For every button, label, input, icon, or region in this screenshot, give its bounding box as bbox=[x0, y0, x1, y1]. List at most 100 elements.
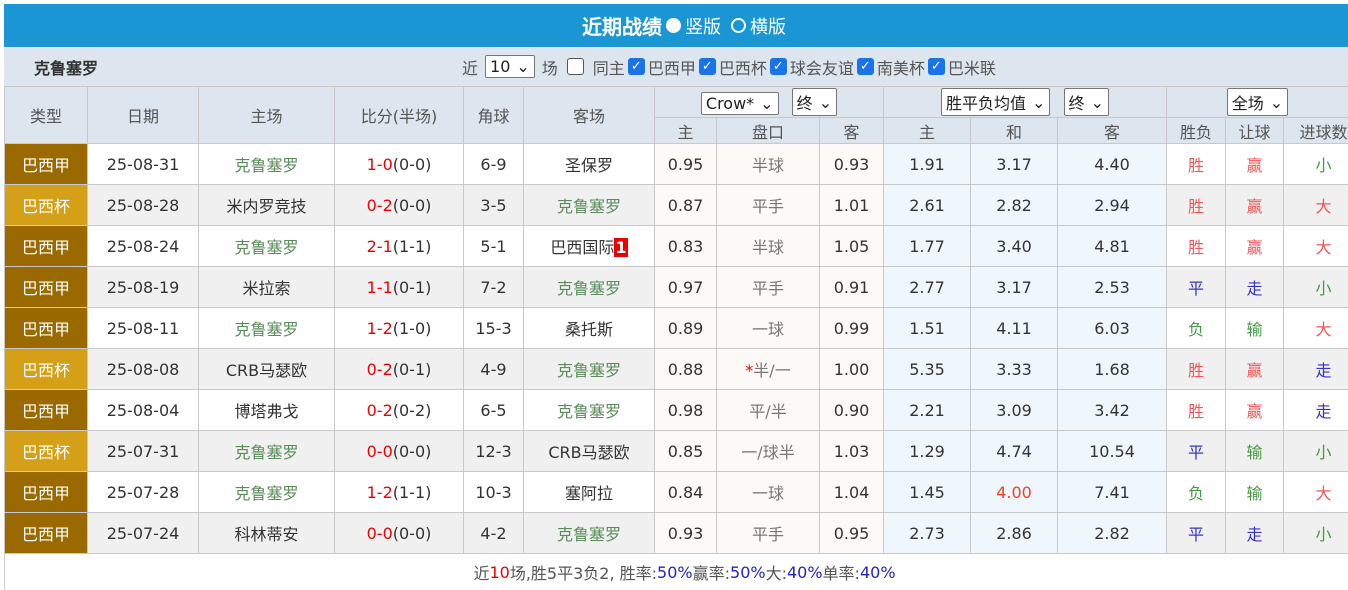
result-wl: 胜 bbox=[1167, 390, 1226, 431]
col-ox-home: 主 bbox=[884, 118, 971, 144]
col-ox-draw: 和 bbox=[971, 118, 1058, 144]
match-score: 0-0(0-0) bbox=[335, 431, 464, 472]
corner-score: 3-5 bbox=[464, 185, 524, 226]
period-select[interactable]: 全场 ⌄ bbox=[1227, 88, 1288, 116]
league-type: 巴西甲 bbox=[5, 144, 88, 185]
away-name: 巴西国际 bbox=[550, 238, 614, 257]
handicap-home-odds: 0.85 bbox=[655, 431, 717, 472]
chevron-down-icon: ⌄ bbox=[1270, 93, 1283, 112]
match-date: 25-08-31 bbox=[88, 144, 199, 185]
home-team: 克鲁塞罗 bbox=[199, 431, 335, 472]
recent-record-panel: 近期战绩 竖版 横版 克鲁塞罗 近 10⌄ 场 同主 ✓巴西甲✓巴西杯✓球会友谊… bbox=[4, 4, 1348, 590]
home-team: 米内罗竞技 bbox=[199, 185, 335, 226]
handicap-home-odds: 0.88 bbox=[655, 349, 717, 390]
result-handicap: 赢 bbox=[1226, 144, 1284, 185]
league-checkbox[interactable]: ✓ bbox=[857, 58, 874, 75]
match-score: 2-1(1-1) bbox=[335, 226, 464, 267]
corner-score: 10-3 bbox=[464, 472, 524, 513]
result-goals: 大 bbox=[1284, 472, 1348, 513]
league-type: 巴西杯 bbox=[5, 349, 88, 390]
corner-score: 7-2 bbox=[464, 267, 524, 308]
league-label: 巴西杯 bbox=[719, 55, 767, 79]
league-type: 巴西甲 bbox=[5, 513, 88, 554]
handicap-stage-select[interactable]: 终⌄ bbox=[792, 88, 837, 116]
half-score: (1-1) bbox=[393, 483, 432, 502]
result-goals: 走 bbox=[1284, 390, 1348, 431]
league-label: 南美杯 bbox=[877, 55, 925, 79]
handicap-away-odds: 1.05 bbox=[820, 226, 884, 267]
corner-score: 15-3 bbox=[464, 308, 524, 349]
result-wl: 胜 bbox=[1167, 185, 1226, 226]
same-home-checkbox[interactable] bbox=[567, 58, 584, 75]
league-type: 巴西杯 bbox=[5, 431, 88, 472]
odds-away: 2.53 bbox=[1058, 267, 1167, 308]
match-score: 0-2(0-2) bbox=[335, 390, 464, 431]
period-value: 全场 bbox=[1232, 90, 1264, 114]
radio-vertical[interactable] bbox=[666, 18, 681, 33]
away-team: 巴西国际1 bbox=[524, 226, 655, 267]
odds-away: 6.03 bbox=[1058, 308, 1167, 349]
home-team: 克鲁塞罗 bbox=[199, 472, 335, 513]
handicap-away-odds: 0.90 bbox=[820, 390, 884, 431]
handicap-home-odds: 0.89 bbox=[655, 308, 717, 349]
result-handicap: 赢 bbox=[1226, 390, 1284, 431]
league-type: 巴西甲 bbox=[5, 472, 88, 513]
half-score: (0-0) bbox=[393, 196, 432, 215]
radio-horizontal[interactable] bbox=[731, 18, 746, 33]
handicap-line: 平手 bbox=[717, 513, 820, 554]
result-goals: 小 bbox=[1284, 431, 1348, 472]
league-checkbox[interactable]: ✓ bbox=[770, 58, 787, 75]
handicap-line: 一球 bbox=[717, 472, 820, 513]
match-score: 0-2(0-0) bbox=[335, 185, 464, 226]
col-type: 类型 bbox=[5, 87, 88, 144]
handicap-away-odds: 0.93 bbox=[820, 144, 884, 185]
win-rate: 50% bbox=[657, 563, 693, 582]
league-label: 巴西甲 bbox=[648, 55, 696, 79]
col-away: 客场 bbox=[524, 87, 655, 144]
radio-vertical-label[interactable]: 竖版 bbox=[685, 13, 721, 39]
home-team: CRB马瑟欧 bbox=[199, 349, 335, 390]
full-score: 0-2 bbox=[367, 196, 393, 215]
league-label: 巴米联 bbox=[948, 55, 996, 79]
odds-stage-select[interactable]: 终⌄ bbox=[1064, 88, 1109, 116]
full-score: 0-0 bbox=[367, 524, 393, 543]
home-team: 克鲁塞罗 bbox=[199, 226, 335, 267]
match-date: 25-07-24 bbox=[88, 513, 199, 554]
result-handicap: 输 bbox=[1226, 308, 1284, 349]
col-ox-away: 客 bbox=[1058, 118, 1167, 144]
half-score: (0-0) bbox=[393, 442, 432, 461]
radio-horizontal-label[interactable]: 横版 bbox=[750, 13, 786, 39]
odds-draw: 2.86 bbox=[971, 513, 1058, 554]
match-date: 25-08-24 bbox=[88, 226, 199, 267]
company-select[interactable]: Crow*⌄ bbox=[701, 92, 779, 115]
handicap-home-odds: 0.87 bbox=[655, 185, 717, 226]
match-score: 0-2(0-1) bbox=[335, 349, 464, 390]
chevron-down-icon: ⌄ bbox=[1091, 93, 1104, 112]
odds-draw: 3.40 bbox=[971, 226, 1058, 267]
full-score: 0-0 bbox=[367, 442, 393, 461]
result-goals: 大 bbox=[1284, 226, 1348, 267]
handicap-line: 平手 bbox=[717, 185, 820, 226]
result-wl: 胜 bbox=[1167, 144, 1226, 185]
match-date: 25-08-08 bbox=[88, 349, 199, 390]
handicap-away-odds: 1.01 bbox=[820, 185, 884, 226]
result-handicap: 赢 bbox=[1226, 226, 1284, 267]
result-goals: 大 bbox=[1284, 185, 1348, 226]
league-checkbox[interactable]: ✓ bbox=[628, 58, 645, 75]
odds-draw: 3.09 bbox=[971, 390, 1058, 431]
league-checkbox[interactable]: ✓ bbox=[928, 58, 945, 75]
half-score: (0-0) bbox=[393, 524, 432, 543]
handicap-home-odds: 0.84 bbox=[655, 472, 717, 513]
handicap-away-odds: 0.95 bbox=[820, 513, 884, 554]
match-score: 1-0(0-0) bbox=[335, 144, 464, 185]
col-hc-home: 主 bbox=[655, 118, 717, 144]
odds-type-select[interactable]: 胜平负均值⌄ bbox=[941, 88, 1050, 116]
league-checkbox[interactable]: ✓ bbox=[699, 58, 716, 75]
away-team: 克鲁塞罗 bbox=[524, 513, 655, 554]
match-count-select[interactable]: 10⌄ bbox=[485, 55, 535, 78]
home-team: 博塔弗戈 bbox=[199, 390, 335, 431]
result-wl: 胜 bbox=[1167, 226, 1226, 267]
match-date: 25-08-11 bbox=[88, 308, 199, 349]
